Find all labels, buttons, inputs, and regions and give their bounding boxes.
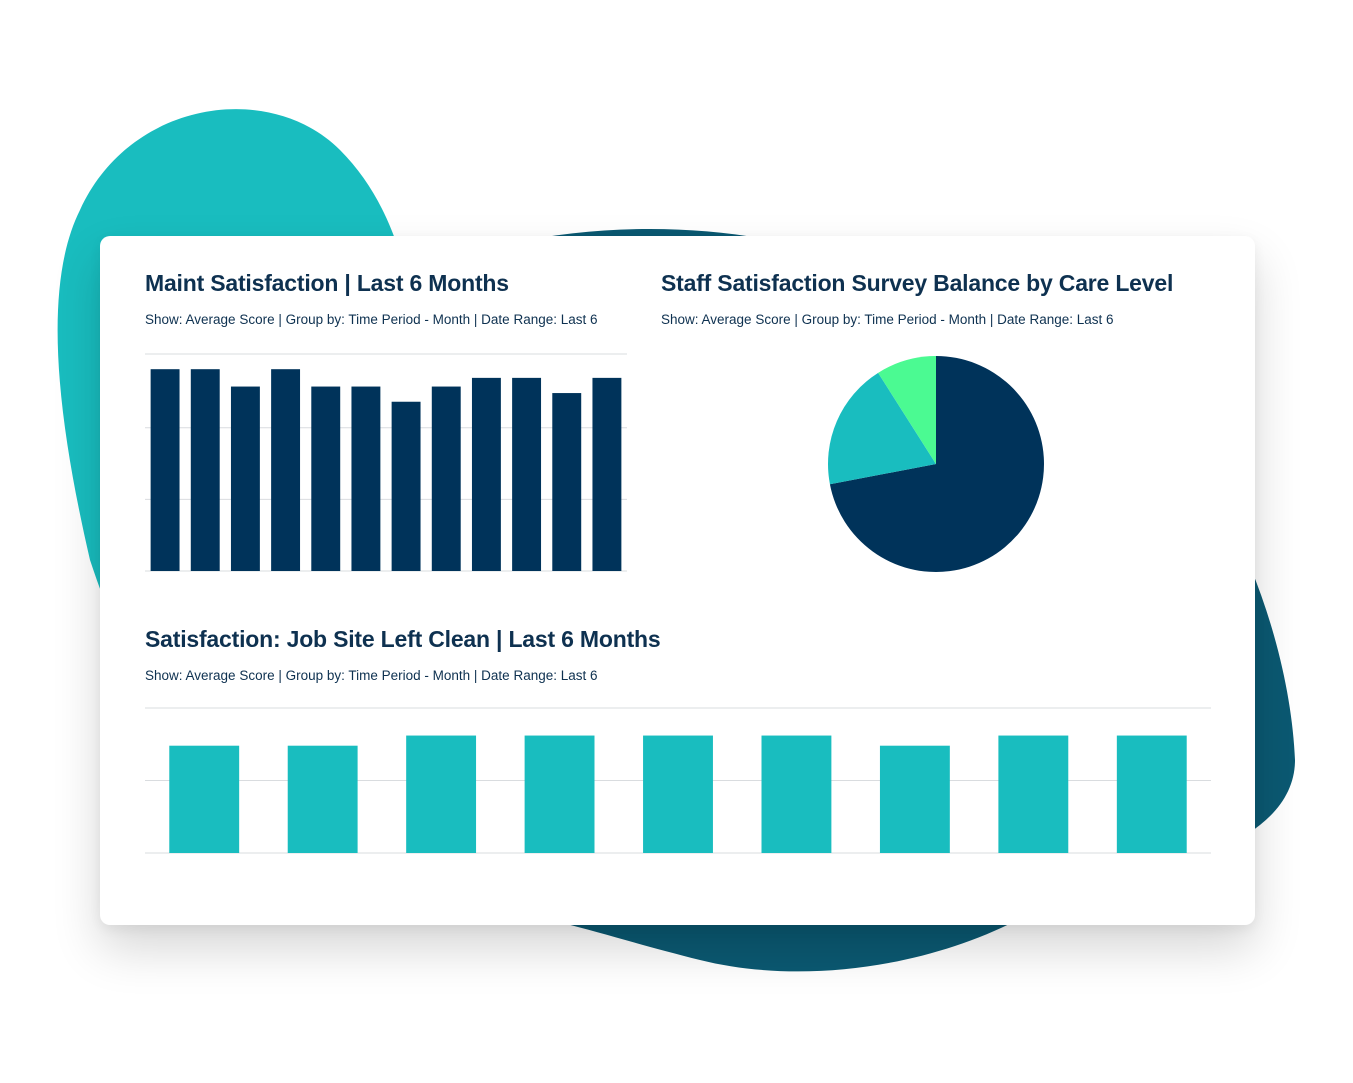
staff-pie-slice (878, 356, 936, 464)
clean-bar (1116, 735, 1187, 853)
staff-chart-title: Staff Satisfaction Survey Balance by Car… (661, 270, 1174, 296)
clean-bar (643, 735, 713, 853)
staff-chart-subtitle: Show: Average Score | Group by: Time Per… (661, 312, 1114, 327)
staff-pie-slice (829, 356, 1044, 572)
clean-chart-subtitle: Show: Average Score | Group by: Time Per… (145, 668, 598, 683)
clean-chart-title: Satisfaction: Job Site Left Clean | Last… (145, 626, 661, 652)
maint-bar (150, 369, 180, 571)
maint-bar-chart (145, 353, 627, 572)
clean-bar (761, 735, 832, 853)
dashboard-card: Maint Satisfaction | Last 6 Months Show:… (100, 236, 1255, 925)
maint-bar (391, 401, 421, 571)
clean-bar (524, 735, 595, 853)
clean-bar-chart (145, 707, 1211, 854)
staff-pie-slice (828, 372, 936, 485)
clean-bar (998, 735, 1069, 853)
clean-bar (169, 745, 240, 853)
maint-bar (471, 377, 501, 571)
maint-bar (351, 386, 381, 571)
maint-bar (552, 393, 582, 571)
maint-chart-subtitle: Show: Average Score | Group by: Time Per… (145, 312, 598, 327)
maint-bar (311, 386, 341, 571)
clean-bar (287, 745, 358, 853)
maint-bar (190, 369, 220, 571)
staff-pie-chart (828, 356, 1044, 572)
clean-bar (879, 745, 950, 853)
maint-chart-title: Maint Satisfaction | Last 6 Months (145, 270, 509, 296)
maint-bar (512, 377, 542, 571)
clean-bar (406, 735, 477, 853)
maint-bar (230, 386, 260, 571)
maint-bar (431, 386, 461, 571)
maint-bar (592, 377, 622, 571)
maint-bar (271, 369, 301, 571)
